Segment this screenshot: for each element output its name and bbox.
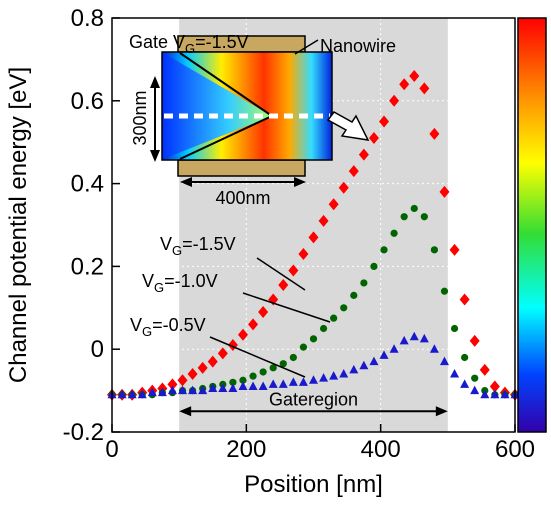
x-tick-label: 400 [361,436,401,463]
series-label-sub: G [172,243,182,258]
circle-marker [380,246,387,253]
series-label-main: V [160,234,172,254]
circle-marker [330,315,337,322]
height-label: 300nm [130,90,150,145]
triangle-marker [450,369,459,378]
circle-marker [360,279,367,286]
gate-label-sub: G [185,41,195,56]
circle-marker [310,335,317,342]
wire-label: Nanowire [320,36,396,56]
arrow-head [150,150,160,162]
circle-marker [461,354,468,361]
series-label-main: V [142,271,154,291]
gate-label-main: Gate V [129,32,185,52]
arrow-head [150,76,160,88]
circle-marker [401,213,408,220]
gate-bottom [178,160,305,176]
triangle-marker [460,379,469,388]
series-label-sub: G [154,280,164,295]
y-tick-label: -0.2 [63,419,104,446]
x-tick-label: 200 [226,436,266,463]
circle-marker [350,292,357,299]
circle-marker [421,213,428,220]
region-label: Gateregion [269,389,358,409]
x-axis-label: Position [nm] [244,471,383,498]
chart: 0200400600-0.200.20.40.60.8GateregionVG=… [0,0,551,502]
y-tick-label: 0.6 [71,88,104,115]
circle-marker [249,373,256,380]
x-tick-label: 0 [105,436,118,463]
circle-marker [370,263,377,270]
circle-marker [471,375,478,382]
circle-marker [451,325,458,332]
circle-marker [340,304,347,311]
series-label-sub: G [142,324,152,339]
circle-marker [431,246,438,253]
x-tick-label: 600 [495,436,535,463]
y-tick-label: 0.8 [71,5,104,32]
y-tick-label: 0 [91,336,104,363]
circle-marker [320,325,327,332]
colorbar [518,18,546,432]
y-axis-label: Channel potential energy [eV] [5,67,32,383]
circle-marker [260,368,267,375]
diamond-marker [480,364,490,376]
triangle-marker [168,386,177,395]
circle-marker [290,354,297,361]
triangle-marker [470,386,479,395]
circle-marker [411,205,418,212]
circle-marker [391,230,398,237]
gate-label-rest: =-1.5V [195,32,249,52]
series-label-rest: =-1.0V [164,271,218,291]
diamond-marker [450,244,460,256]
series-label-main: V [130,315,142,335]
y-tick-label: 0.2 [71,253,104,280]
circle-marker [300,344,307,351]
circle-marker [441,288,448,295]
diamond-marker [470,335,480,347]
series-label-rest: =-1.5V [182,234,236,254]
diamond-marker [460,294,470,306]
series-label-rest: =-0.5V [152,315,206,335]
length-label: 400nm [215,188,270,208]
y-tick-label: 0.4 [71,171,104,198]
